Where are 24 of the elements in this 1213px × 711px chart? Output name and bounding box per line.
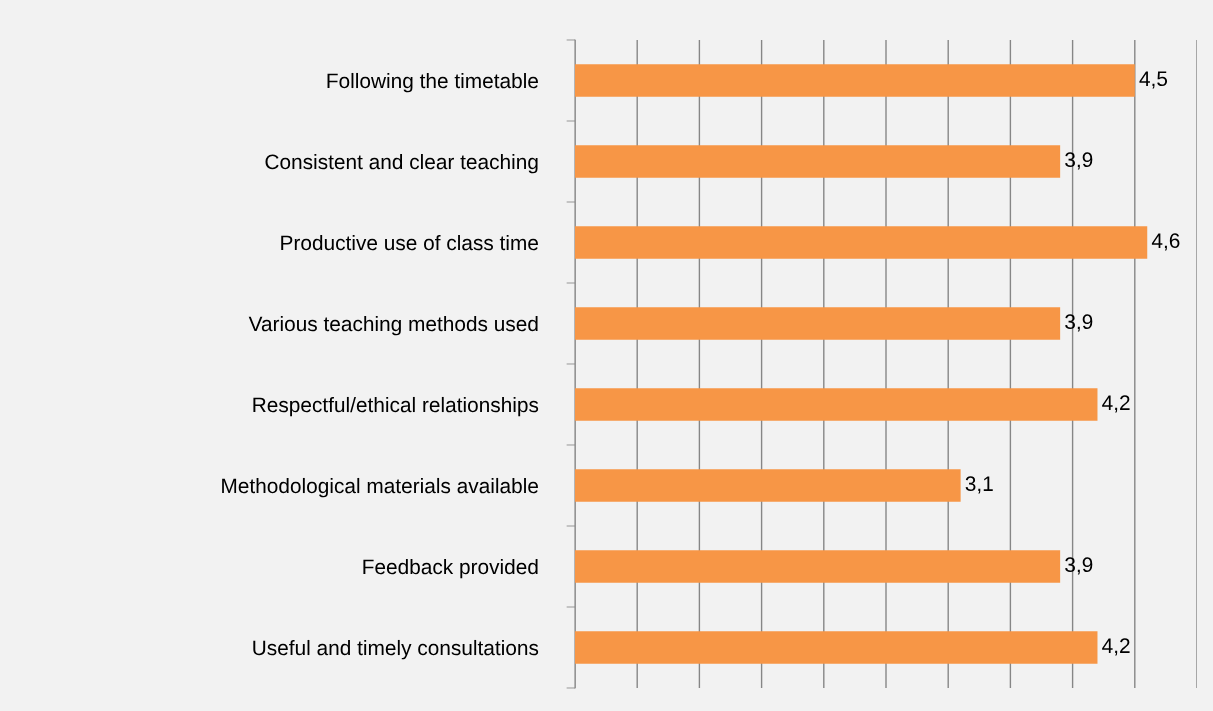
y-tick-label: Feedback provided <box>363 558 538 579</box>
bar <box>575 145 1061 178</box>
bar <box>575 550 1061 583</box>
data-label: 3,9 <box>1065 557 1093 575</box>
data-label: 4,5 <box>1139 71 1168 89</box>
y-tick-label: Consistent and clear teaching <box>265 153 538 174</box>
y-tick-label: Methodological materials available <box>222 477 538 498</box>
y-tick-label: Following the timetable <box>327 72 538 93</box>
y-tick-label: Useful and timely consultations <box>253 639 539 660</box>
data-label: 3,9 <box>1065 152 1093 170</box>
data-label: 3,1 <box>965 476 993 494</box>
y-tick-label: Various teaching methods used <box>248 315 538 336</box>
bar <box>575 631 1098 664</box>
bar <box>575 388 1098 421</box>
bar <box>575 64 1135 97</box>
data-label: 4,6 <box>1151 233 1180 251</box>
data-label: 4,2 <box>1102 395 1130 413</box>
y-tick-label: Respectful/ethical relationships <box>253 396 539 417</box>
bar <box>575 307 1061 340</box>
y-tick-label: Productive use of class time <box>281 234 538 251</box>
data-label: 3,9 <box>1065 314 1093 332</box>
data-label: 4,2 <box>1102 638 1130 656</box>
bar <box>575 226 1148 259</box>
bar <box>575 469 961 502</box>
